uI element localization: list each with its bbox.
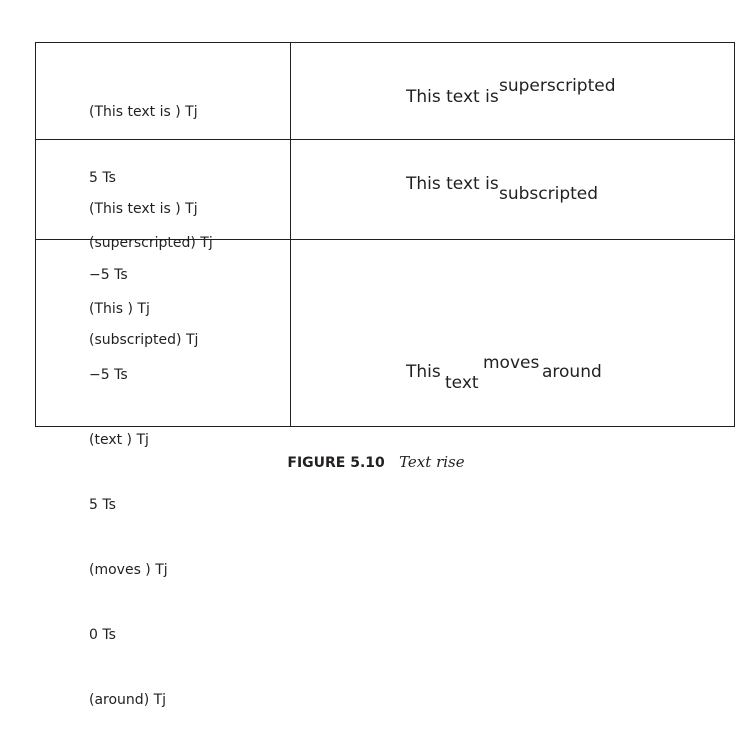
column-divider xyxy=(290,140,291,239)
rendered-output-cell: This text is superscripted xyxy=(406,43,616,123)
code-line: 5 Ts xyxy=(89,169,116,186)
code-cell: (This text is ) Tj −5 Ts (subscripted) T… xyxy=(89,156,198,395)
code-line: (around) Tj xyxy=(89,692,167,709)
demo-text: around xyxy=(542,362,602,382)
code-line: (subscripted) Tj xyxy=(89,331,199,348)
code-line: 5 Ts xyxy=(89,496,116,513)
figure-number: FIGURE 5.10 xyxy=(287,455,385,471)
code-cell: (This ) Tj −5 Ts (text ) Tj 5 Ts (moves … xyxy=(89,256,168,755)
figure-table: (This text is ) Tj 5 Ts (superscripted) … xyxy=(35,42,735,708)
code-line: 0 Ts xyxy=(89,626,116,643)
code-line: (This text is ) Tj xyxy=(89,201,198,218)
code-line: (text ) Tj xyxy=(89,431,149,448)
table-row: (This ) Tj −5 Ts (text ) Tj 5 Ts (moves … xyxy=(36,240,734,708)
column-divider xyxy=(290,240,291,427)
demo-text-lowered: subscripted xyxy=(499,184,599,204)
column-divider xyxy=(290,43,291,139)
figure-title: Text rise xyxy=(399,453,465,471)
code-line: (superscripted) Tj xyxy=(89,234,213,251)
code-line: −5 Ts xyxy=(89,266,128,283)
demo-text-raised: moves xyxy=(483,353,540,373)
code-line: (moves ) Tj xyxy=(89,561,168,578)
code-line: (This text is ) Tj xyxy=(89,104,198,121)
table-row: (This text is ) Tj −5 Ts (subscripted) T… xyxy=(36,140,734,348)
demo-text-lowered: text xyxy=(445,373,479,393)
code-line: −5 Ts xyxy=(89,366,128,383)
figure-caption: FIGURE 5.10 Text rise xyxy=(0,453,752,471)
code-line: (This ) Tj xyxy=(89,301,150,318)
code-cell: (This text is ) Tj 5 Ts (superscripted) … xyxy=(89,59,213,298)
table-row: (This text is ) Tj 5 Ts (superscripted) … xyxy=(36,43,734,251)
rendered-output-cell: This text is subscripted xyxy=(406,140,598,220)
demo-text-raised: superscripted xyxy=(499,76,616,96)
rendered-output-cell: This text moves around xyxy=(406,240,602,393)
demo-text: This text is xyxy=(406,174,499,194)
demo-text: This text is xyxy=(406,87,499,107)
demo-text: This xyxy=(406,362,441,382)
